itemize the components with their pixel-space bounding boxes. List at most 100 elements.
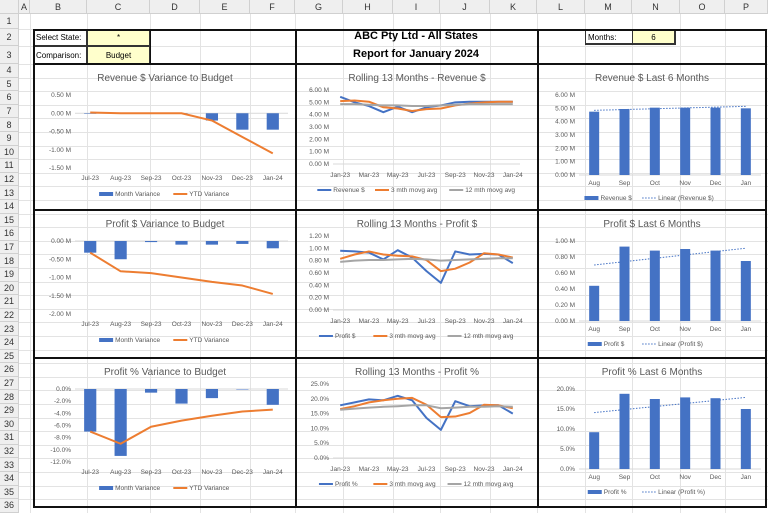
trend-line <box>594 247 746 266</box>
comparison-input[interactable]: Budget <box>87 46 150 64</box>
bar <box>266 389 279 405</box>
gridline <box>19 213 768 215</box>
y-tick-label: 0.60 M <box>555 270 575 277</box>
y-tick-label: 3.00 M <box>309 124 329 131</box>
line-series <box>339 250 514 273</box>
bar <box>589 111 600 175</box>
legend-item: 3 mth movg avg <box>375 187 438 194</box>
x-tick-label: Nov <box>679 326 691 333</box>
x-tick-label: Nov-23 <box>201 321 222 328</box>
legend-item: YTD Variance <box>173 191 230 198</box>
gridline <box>150 14 151 513</box>
row-header: 1 <box>0 14 19 29</box>
chart-4[interactable]: Profit $ Variance to Budget 0.00 M -0.50 M… <box>35 211 295 357</box>
y-tick-label: 0.60 M <box>309 270 329 277</box>
border-line <box>33 29 766 31</box>
x-tick-label: Oct <box>650 326 660 333</box>
y-tick-label: -4.0% <box>54 410 71 417</box>
border-line <box>537 29 539 508</box>
chart-title: Rolling 13 Months - Profit % <box>355 367 479 378</box>
gridline <box>19 227 768 229</box>
y-tick-label: 0.80 M <box>309 258 329 265</box>
y-tick-label: 5.0% <box>560 446 575 453</box>
chart-8[interactable]: Rolling 13 Months - Profit % 25.0% 20.0% 15… <box>297 359 537 506</box>
x-tick-label: Jan-23 <box>330 466 350 473</box>
column-header: N <box>632 0 680 14</box>
x-tick-label: Jan-24 <box>503 172 523 179</box>
column-header: L <box>537 0 585 14</box>
chart-1[interactable]: Revenue $ Variance to Budget 0.50 M 0.00 M… <box>35 65 295 209</box>
gridline <box>19 376 768 378</box>
column-header: P <box>725 0 768 14</box>
legend-item: Linear (Revenue $) <box>642 195 714 202</box>
row-header: 11 <box>0 159 19 173</box>
x-tick-label: Dec-23 <box>232 469 253 476</box>
x-tick-label: Oct-23 <box>172 469 192 476</box>
row-header: 26 <box>0 363 19 377</box>
x-tick-label: Jan-24 <box>503 466 523 473</box>
select-state-input[interactable]: * <box>87 29 150 46</box>
row-header: 29 <box>0 404 19 418</box>
y-tick-label: 5.0% <box>314 440 329 447</box>
column-header: B <box>30 0 87 14</box>
legend-label: YTD Variance <box>189 191 229 198</box>
y-tick-label: 0.40 M <box>555 286 575 293</box>
chart-title: Rolling 13 Months - Profit $ <box>357 219 478 230</box>
bar <box>619 393 630 469</box>
line-series <box>90 111 274 155</box>
legend-label: Profit % <box>604 489 627 496</box>
line-series <box>340 249 514 284</box>
gridline <box>19 46 768 47</box>
column-header: H <box>343 0 393 14</box>
x-tick-label: Mar-23 <box>359 172 380 179</box>
x-tick-label: Nov <box>679 474 691 481</box>
x-tick-label: Jul-23 <box>418 318 436 325</box>
row-header: 8 <box>0 118 19 132</box>
y-tick-label: 1.00 M <box>555 159 575 166</box>
legend-item: Month Variance <box>99 337 161 344</box>
column-header: D <box>150 0 200 14</box>
legend-label: Revenue $ <box>600 195 632 202</box>
legend-item: Linear (Profit %) <box>642 489 705 496</box>
gridline <box>200 14 201 513</box>
chart-5[interactable]: Rolling 13 Months - Profit $ 1.20 M 1.00 M… <box>297 211 537 357</box>
x-tick-label: Oct-23 <box>172 321 192 328</box>
x-tick-label: Sep <box>619 474 631 481</box>
legend-label: 3 mth movg avg <box>391 187 438 194</box>
y-tick-label: 0.20 M <box>555 302 575 309</box>
gridline <box>19 404 768 405</box>
chart-3[interactable]: Revenue $ Last 6 Months 6.00 M 5.00 M 4.00 … <box>539 65 765 209</box>
y-tick-label: 5.00 M <box>555 105 575 112</box>
y-tick-label: -0.50 M <box>49 129 71 136</box>
chart-7[interactable]: Profit % Variance to Budget 0.0% -2.0% -4.0… <box>35 359 295 506</box>
border-line <box>765 29 767 508</box>
x-tick-label: Dec <box>710 326 722 333</box>
line-series <box>340 99 513 112</box>
chart-9[interactable]: Profit % Last 6 Months 20.0% 15.0% 10.0% 5.0… <box>539 359 765 506</box>
bar <box>144 241 158 243</box>
legend-swatch <box>587 342 602 346</box>
y-tick-label: 0.20 M <box>309 295 329 302</box>
gridline <box>19 308 768 310</box>
chart-title: Profit % Last 6 Months <box>602 367 703 378</box>
row-header: 2 <box>0 29 19 46</box>
chart-2[interactable]: Rolling 13 Months - Revenue $ 6.00 M 5.00 … <box>297 65 537 209</box>
bar <box>710 398 721 469</box>
x-tick-label: Jan-23 <box>330 172 350 179</box>
gridline <box>19 417 768 419</box>
chart-6[interactable]: Profit $ Last 6 Months 1.00 M 0.80 M 0.60 M… <box>539 211 765 357</box>
gridline <box>19 431 768 433</box>
y-tick-label: 0.40 M <box>309 282 329 289</box>
x-tick-label: Jan-24 <box>263 321 283 328</box>
legend-swatch <box>99 486 114 490</box>
row-header: 34 <box>0 472 19 486</box>
bar <box>205 113 219 121</box>
row-header: 3 <box>0 46 19 64</box>
months-input[interactable]: 6 <box>632 30 676 45</box>
y-tick-label: -1.50 M <box>49 165 71 172</box>
y-tick-label: -2.00 M <box>49 311 71 318</box>
legend-item: YTD Variance <box>173 485 230 492</box>
gridline <box>19 295 768 297</box>
chart-title: Profit % Variance to Budget <box>104 367 226 378</box>
x-tick-label: Jan <box>741 180 752 187</box>
